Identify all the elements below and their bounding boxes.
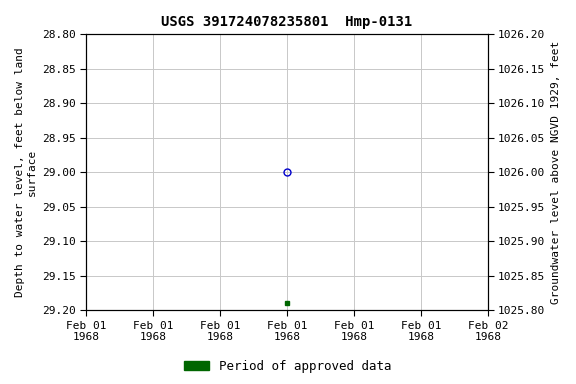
Y-axis label: Depth to water level, feet below land
surface: Depth to water level, feet below land su… bbox=[15, 47, 37, 297]
Title: USGS 391724078235801  Hmp-0131: USGS 391724078235801 Hmp-0131 bbox=[161, 15, 412, 29]
Y-axis label: Groundwater level above NGVD 1929, feet: Groundwater level above NGVD 1929, feet bbox=[551, 41, 561, 304]
Legend: Period of approved data: Period of approved data bbox=[179, 355, 397, 378]
